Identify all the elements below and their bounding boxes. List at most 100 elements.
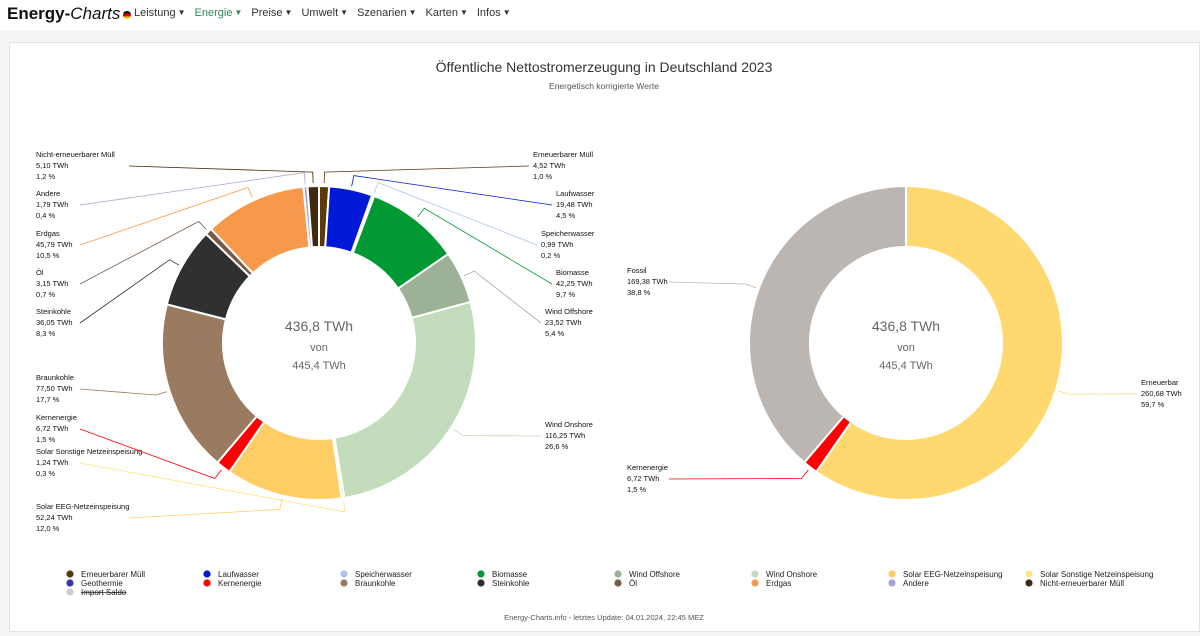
legend-marker-icon xyxy=(888,579,896,587)
right-connector-erneuerbar xyxy=(1058,390,1138,395)
legend-item-erneuerbarer-muell[interactable]: Erneuerbarer Müll xyxy=(66,570,145,579)
right-label-pct-kernenergie: 1,5 % xyxy=(627,485,647,494)
legend-marker-icon xyxy=(66,570,74,578)
legend-item-oel[interactable]: Öl xyxy=(614,579,637,588)
legend-item-nicht-erneuerbarer-muell[interactable]: Nicht-erneuerbarer Müll xyxy=(1025,579,1124,588)
left-connector-oel xyxy=(79,221,207,285)
legend-item-biomasse[interactable]: Biomasse xyxy=(477,570,528,579)
brand-logo[interactable]: Energy-Charts xyxy=(7,4,132,24)
left-label-pct-wind-onshore: 26,6 % xyxy=(545,442,569,451)
legend-label: Andere xyxy=(903,579,929,588)
left-center-gross: 445,4 TWh xyxy=(292,360,346,372)
footer-credit[interactable]: Energy-Charts.info - letztes Update: 04.… xyxy=(504,613,704,622)
chart-svg: Öffentliche Nettostromerzeugung in Deuts… xyxy=(36,58,1182,622)
legend-marker-icon xyxy=(614,579,622,587)
right-label-pct-fossil: 38,8 % xyxy=(627,288,651,297)
legend-label: Geothermie xyxy=(81,579,123,588)
legend-item-braunkohle[interactable]: Braunkohle xyxy=(340,579,396,588)
chevron-down-icon: ▼ xyxy=(234,8,243,17)
left-connector-solar-eeg-netzeinspeisung xyxy=(128,498,283,519)
legend-item-laufwasser[interactable]: Laufwasser xyxy=(203,570,259,579)
main-menu: Leistung ▼ Energie ▼ Preise ▼ Umwelt ▼ Szenarien… xyxy=(134,7,511,19)
legend-label: Öl xyxy=(629,579,637,588)
legend-marker-icon xyxy=(1025,570,1033,578)
right-label-pct-erneuerbar: 59,7 % xyxy=(1141,400,1165,409)
left-label-pct-andere: 0,4 % xyxy=(36,211,56,220)
left-label-pct-oel: 0,7 % xyxy=(36,290,56,299)
legend-marker-icon xyxy=(751,570,759,578)
legend-item-solar-sonstige-netzeinspeisung[interactable]: Solar Sonstige Netzeinspeisung xyxy=(1025,570,1153,579)
menu-leistung[interactable]: Leistung ▼ xyxy=(134,7,186,19)
legend-marker-icon xyxy=(203,579,211,587)
legend-label: Nicht-erneuerbarer Müll xyxy=(1040,579,1124,588)
left-label-name-erdgas: Erdgas xyxy=(36,229,60,238)
legend-item-wind-onshore[interactable]: Wind Onshore xyxy=(751,570,818,579)
right-label-value-fossil: 169,38 TWh xyxy=(627,277,668,286)
chevron-down-icon: ▼ xyxy=(408,8,417,17)
right-connector-fossil xyxy=(668,281,756,289)
legend-item-erdgas[interactable]: Erdgas xyxy=(751,579,791,588)
legend-item-steinkohle[interactable]: Steinkohle xyxy=(477,579,530,588)
right-center-total: 436,8 TWh xyxy=(872,318,940,334)
left-label-value-steinkohle: 36,05 TWh xyxy=(36,318,73,327)
legend-item-wind-offshore[interactable]: Wind Offshore xyxy=(614,570,681,579)
left-label-value-wind-offshore: 23,52 TWh xyxy=(545,318,582,327)
left-label-name-kernenergie: Kernenergie xyxy=(36,413,77,422)
left-label-pct-braunkohle: 17,7 % xyxy=(36,395,60,404)
legend-label: Import Saldo xyxy=(81,588,127,597)
legend-marker-icon xyxy=(66,579,74,587)
legend-item-import-saldo[interactable]: Import Saldo xyxy=(66,588,127,597)
left-label-value-braunkohle: 77,50 TWh xyxy=(36,384,73,393)
left-label-value-kernenergie: 6,72 TWh xyxy=(36,424,68,433)
left-label-name-nicht-erneuerbarer-muell: Nicht-erneuerbarer Müll xyxy=(36,150,115,159)
left-label-value-wind-onshore: 116,25 TWh xyxy=(545,431,585,440)
legend-marker-icon xyxy=(888,570,896,578)
menu-umwelt[interactable]: Umwelt ▼ xyxy=(301,7,349,19)
left-label-value-oel: 3,15 TWh xyxy=(36,279,68,288)
left-label-pct-kernenergie: 1,5 % xyxy=(36,435,56,444)
legend-label: Kernenergie xyxy=(218,579,262,588)
left-label-name-braunkohle: Braunkohle xyxy=(36,373,74,382)
menu-preise[interactable]: Preise ▼ xyxy=(251,7,293,19)
right-center-von: von xyxy=(897,342,915,354)
right-label-name-kernenergie: Kernenergie xyxy=(627,463,668,472)
left-label-name-steinkohle: Steinkohle xyxy=(36,307,71,316)
left-label-pct-erdgas: 10,5 % xyxy=(36,251,60,260)
legend-item-solar-eeg-netzeinspeisung[interactable]: Solar EEG-Netzeinspeisung xyxy=(888,570,1003,579)
left-label-name-andere: Andere xyxy=(36,189,60,198)
left-connector-speicherwasser xyxy=(373,181,538,246)
chevron-down-icon: ▼ xyxy=(502,8,511,17)
legend-item-geothermie[interactable]: Geothermie xyxy=(66,579,123,588)
left-slice-nicht-erneuerbarer-muell[interactable] xyxy=(306,184,320,249)
right-label-name-fossil: Fossil xyxy=(627,266,647,275)
legend-item-andere[interactable]: Andere xyxy=(888,579,929,588)
legend-label: Solar EEG-Netzeinspeisung xyxy=(903,570,1003,579)
legend-label: Speicherwasser xyxy=(355,570,412,579)
left-connector-braunkohle xyxy=(79,388,167,396)
menu-karten[interactable]: Karten ▼ xyxy=(425,7,468,19)
right-slice-fossil[interactable] xyxy=(748,184,907,464)
menu-szenarien[interactable]: Szenarien ▼ xyxy=(357,7,417,19)
left-connector-steinkohle xyxy=(79,259,180,324)
right-slice-erneuerbar[interactable] xyxy=(814,184,1064,501)
left-connector-erdgas xyxy=(79,186,253,246)
left-label-name-laufwasser: Laufwasser xyxy=(556,189,595,198)
left-slice-wind-onshore[interactable] xyxy=(333,300,477,500)
legend-marker-icon xyxy=(340,579,348,587)
left-center-von: von xyxy=(310,342,328,354)
left-connector-wind-onshore xyxy=(453,429,542,437)
legend-label: Steinkohle xyxy=(492,579,530,588)
left-label-pct-speicherwasser: 0,2 % xyxy=(541,251,561,260)
left-label-value-laufwasser: 19,48 TWh xyxy=(556,200,593,209)
menu-energie[interactable]: Energie ▼ xyxy=(194,7,243,19)
left-label-name-erneuerbarer-muell: Erneuerbarer Müll xyxy=(533,150,593,159)
legend-label: Erdgas xyxy=(766,579,791,588)
left-label-name-wind-onshore: Wind Onshore xyxy=(545,420,593,429)
legend-item-speicherwasser[interactable]: Speicherwasser xyxy=(340,570,412,579)
chevron-down-icon: ▼ xyxy=(340,8,349,17)
chevron-down-icon: ▼ xyxy=(177,8,186,17)
legend-item-kernenergie[interactable]: Kernenergie xyxy=(203,579,262,588)
left-label-value-erneuerbarer-muell: 4,52 TWh xyxy=(533,161,565,170)
menu-infos[interactable]: Infos ▼ xyxy=(476,7,511,19)
left-label-pct-erneuerbarer-muell: 1,0 % xyxy=(533,172,553,181)
